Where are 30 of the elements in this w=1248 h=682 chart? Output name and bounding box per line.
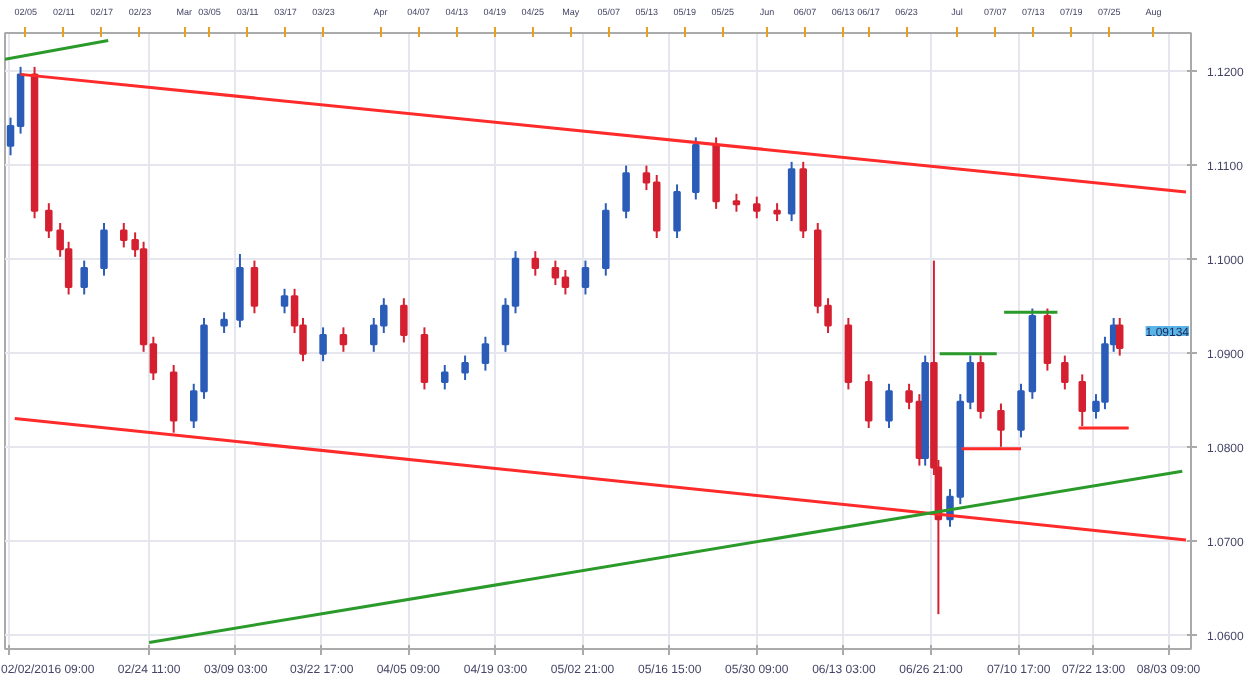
candlestick [692, 136, 700, 201]
candlestick [461, 354, 469, 382]
candlestick [400, 297, 408, 344]
candlestick [481, 335, 490, 372]
candlestick [1115, 316, 1124, 357]
candlestick [1017, 382, 1025, 439]
candlestick [169, 363, 178, 434]
candlestick [420, 326, 429, 391]
candlestick [1078, 373, 1086, 428]
candlestick [441, 363, 449, 391]
candlestick [120, 221, 128, 249]
candlestick [997, 402, 1005, 448]
candlestick [622, 164, 630, 220]
candlestick [885, 382, 893, 429]
candlestick [976, 354, 985, 420]
candlestick [673, 183, 681, 240]
candlestick [319, 326, 327, 363]
candlestick [280, 287, 289, 315]
candlestick [1061, 354, 1069, 391]
candlestick [864, 373, 873, 429]
candlestick [250, 259, 259, 315]
candlestick [100, 221, 108, 277]
candlestick [753, 195, 761, 220]
candlestick [787, 160, 796, 223]
candlestick [1043, 307, 1052, 372]
candlestick [339, 326, 348, 353]
candlestick [581, 259, 590, 296]
candlestick [80, 259, 88, 296]
candlestick [220, 311, 228, 335]
candlestick [531, 250, 540, 277]
